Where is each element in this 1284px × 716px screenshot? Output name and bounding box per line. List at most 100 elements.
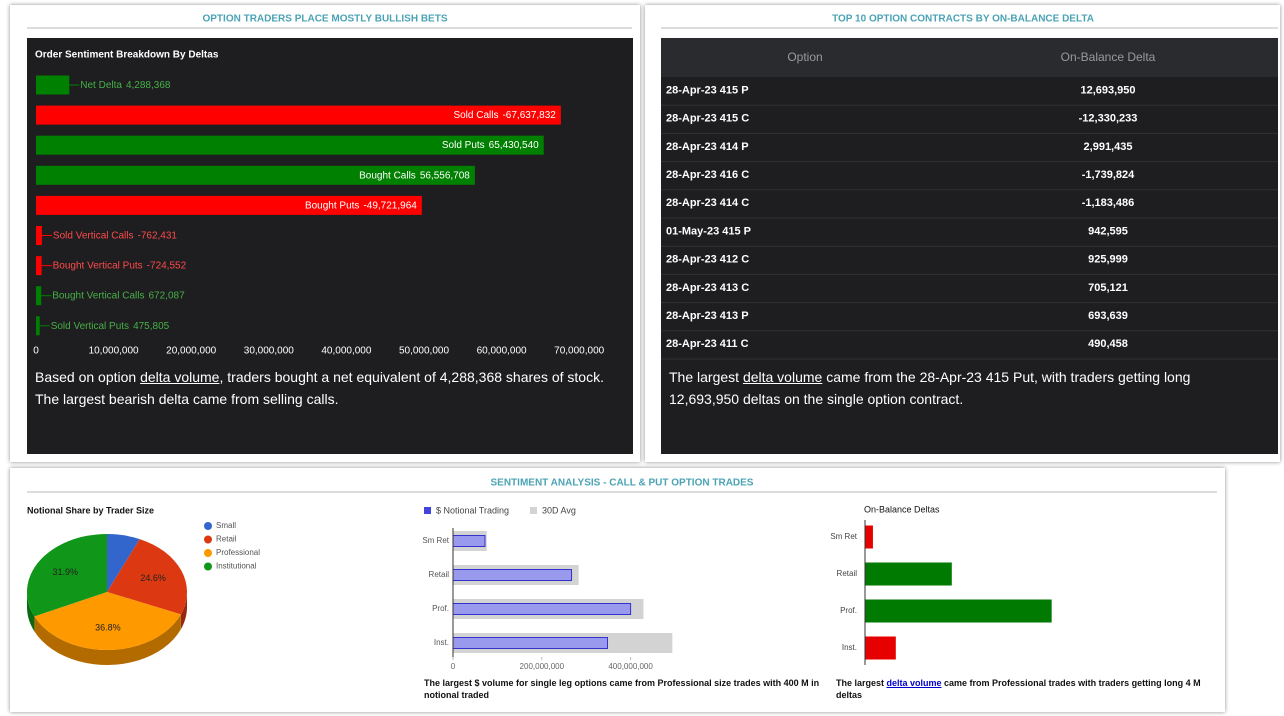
table-cell: 28-Apr-23 414 C [666, 197, 749, 209]
x-tick-label: 200,000,000 [520, 662, 565, 671]
chart-title: Notional Share by Trader Size [27, 505, 154, 515]
bar [452, 569, 573, 581]
x-tick-label: 0 [451, 662, 456, 671]
bar-label: Sold Vertical Puts 475,805 [51, 320, 170, 331]
text: came from Professional trades with trade… [836, 678, 1201, 700]
legend-swatch [204, 549, 212, 557]
bar [865, 599, 1052, 623]
y-tick-label: Inst. [434, 638, 449, 647]
pie-side [34, 614, 181, 665]
value-label: 672,087 [148, 290, 185, 301]
table-cell: -1,739,824 [1082, 169, 1135, 181]
legend-label: Retail [216, 535, 237, 544]
text: , traders bought a net equivalent of 4,2… [35, 369, 604, 407]
value-label: 65,430,540 [489, 140, 539, 151]
pie-slice [107, 534, 140, 592]
bar-label: Net Delta 4,288,368 [80, 80, 171, 91]
table-cell: 28-Apr-23 413 C [666, 282, 749, 294]
category-label: Bought Vertical Calls [52, 290, 144, 301]
slice-label: 36.8% [95, 622, 121, 632]
bar [36, 256, 42, 276]
y-tick-label: Sm Ret [830, 532, 857, 541]
table-cell: 12,693,950 [1080, 84, 1135, 96]
legend-label: Institutional [216, 562, 257, 571]
bar [36, 316, 40, 336]
legend-swatch [530, 507, 537, 514]
y-tick-label: Retail [429, 570, 450, 579]
table-cell: 925,999 [1088, 254, 1128, 266]
y-tick-label: Prof. [432, 604, 449, 613]
bar [452, 637, 609, 649]
legend-swatch [204, 535, 212, 544]
slice-label: 24.6% [140, 573, 166, 583]
column-header: Option [787, 50, 822, 64]
table-cell: 490,458 [1088, 338, 1128, 350]
value-label: -67,637,832 [502, 110, 556, 121]
bar-label: Bought Calls 56,556,708 [359, 170, 470, 181]
table-cell: 28-Apr-23 415 C [666, 113, 749, 125]
value-label: 475,805 [133, 320, 170, 331]
x-tick-label: 400,000,000 [608, 662, 653, 671]
category-label: Sold Calls [453, 110, 498, 121]
x-tick-label: 60,000,000 [477, 346, 527, 357]
category-label: Net Delta [80, 80, 122, 91]
x-tick-label: 10,000,000 [89, 346, 139, 357]
bar-label: Sold Vertical Calls -762,431 [53, 230, 178, 241]
pie-side [180, 592, 187, 630]
x-tick-label: 70,000,000 [554, 346, 604, 357]
legend-label: Professional [216, 548, 260, 557]
bar [36, 75, 70, 95]
panel-header: SENTIMENT ANALYSIS - CALL & PUT OPTION T… [491, 478, 754, 489]
bar [36, 165, 475, 185]
table-cell: 28-Apr-23 411 C [666, 338, 749, 350]
y-tick-label: Prof. [840, 606, 857, 615]
value-label: 56,556,708 [420, 170, 470, 181]
caption: The largest delta volume came from Profe… [836, 677, 1221, 701]
value-label: -49,721,964 [363, 200, 417, 211]
pie-side [27, 592, 35, 632]
bar [865, 636, 896, 660]
panel-header: TOP 10 OPTION CONTRACTS BY ON-BALANCE DE… [832, 14, 1094, 25]
table-cell: -12,330,233 [1079, 113, 1138, 125]
table-cell: 2,991,435 [1084, 141, 1133, 153]
category-label: Bought Vertical Puts [53, 260, 143, 271]
category-label: Sold Puts [442, 140, 485, 151]
table-cell: 28-Apr-23 412 C [666, 254, 749, 266]
pie-slice [26, 534, 107, 617]
link[interactable]: delta volume [886, 678, 942, 688]
table-cell: 942,595 [1088, 225, 1128, 237]
table-cell: 28-Apr-23 414 P [666, 141, 749, 153]
y-tick-label: Sm Ret [422, 536, 449, 545]
link[interactable]: delta volume [742, 369, 823, 385]
chart-title: On-Balance Deltas [864, 504, 940, 514]
bar-label: Bought Puts -49,721,964 [305, 200, 417, 211]
bar [36, 105, 561, 125]
pie-slice [107, 539, 187, 615]
slice-label: 31.9% [52, 567, 78, 577]
value-label: -762,431 [138, 230, 178, 241]
y-tick-label: Inst. [842, 643, 857, 652]
bar [452, 603, 632, 615]
text: Based on option [35, 369, 141, 385]
x-tick-label: 0 [33, 346, 39, 357]
table-header-bg [661, 38, 1278, 77]
panel [10, 468, 1225, 712]
y-tick-label: Retail [837, 569, 858, 578]
bar [36, 195, 422, 215]
bar-label: Bought Vertical Puts -724,552 [53, 260, 187, 271]
legend-swatch [424, 507, 431, 514]
table-cell: -1,183,486 [1082, 197, 1135, 209]
table-cell: 693,639 [1088, 310, 1128, 322]
legend-label: $ Notional Trading [436, 505, 509, 515]
category-label: Bought Puts [305, 200, 359, 211]
bar-label: Bought Vertical Calls 672,087 [52, 290, 185, 301]
summary: The largest delta volume came from the 2… [669, 366, 1259, 410]
link[interactable]: delta volume [140, 369, 220, 385]
category-label: Sold Vertical Calls [53, 230, 134, 241]
chart-title: Order Sentiment Breakdown By Deltas [35, 50, 219, 61]
x-tick-label: 50,000,000 [399, 346, 449, 357]
pie-slice [34, 592, 181, 650]
column-header: On-Balance Delta [1061, 50, 1156, 64]
